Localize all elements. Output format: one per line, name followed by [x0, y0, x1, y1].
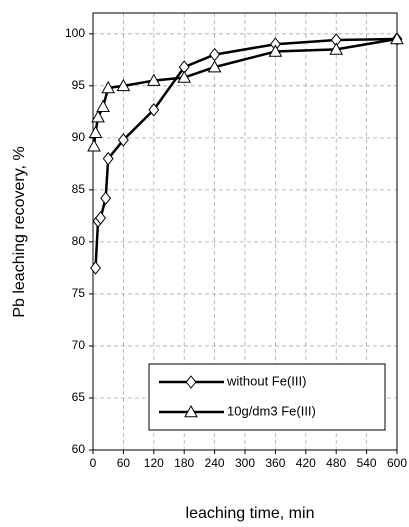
x-tick-label: 60: [117, 456, 131, 470]
y-tick-label: 60: [72, 442, 86, 456]
y-tick-label: 75: [72, 286, 86, 300]
legend-marker: [184, 404, 198, 418]
triangle-marker: [101, 80, 116, 94]
diamond-marker: [148, 102, 160, 117]
triangle-marker: [88, 125, 103, 138]
legend-marker: [185, 375, 197, 389]
diamond-marker: [102, 151, 114, 166]
triangle-marker: [87, 139, 101, 152]
y-tick-label: 95: [72, 78, 86, 92]
triangle-marker: [146, 73, 161, 86]
diamond-marker: [90, 261, 101, 275]
diamond-marker: [95, 211, 107, 225]
triangle-marker: [268, 44, 283, 57]
triangle-marker: [91, 110, 105, 123]
y-tick-label: 65: [72, 390, 86, 404]
diamond-marker: [100, 191, 112, 206]
triangle-marker: [207, 60, 222, 73]
x-tick-label: 480: [326, 456, 346, 470]
triangle-marker: [329, 42, 344, 55]
x-tick-label: 240: [205, 456, 225, 470]
x-tick-label: 540: [357, 456, 377, 470]
plot-frame: [92, 12, 398, 451]
triangle-marker: [177, 70, 192, 83]
y-tick-label: 80: [72, 234, 86, 248]
y-tick-label: 85: [72, 182, 86, 196]
y-axis-label: Pb leaching recovery, %: [11, 146, 28, 317]
legend-label: without Fe(III): [226, 373, 306, 388]
x-tick-label: 180: [174, 456, 194, 470]
x-tick-label: 300: [235, 456, 255, 470]
triangle-marker: [116, 78, 131, 92]
y-tick-label: 90: [72, 130, 86, 144]
x-tick-label: 360: [265, 456, 285, 470]
x-axis-label: leaching time, min: [186, 505, 315, 522]
y-tick-label: 100: [65, 26, 85, 40]
legend-label: 10g/dm3 Fe(III): [227, 403, 316, 418]
x-tick-label: 420: [296, 456, 316, 470]
x-tick-label: 600: [387, 456, 407, 470]
x-tick-label: 0: [90, 456, 97, 470]
x-tick-label: 120: [144, 456, 164, 470]
triangle-marker: [390, 31, 404, 45]
legend-box: [148, 363, 386, 431]
diamond-marker: [117, 133, 129, 147]
triangle-marker: [96, 99, 110, 112]
y-tick-label: 70: [72, 338, 86, 352]
